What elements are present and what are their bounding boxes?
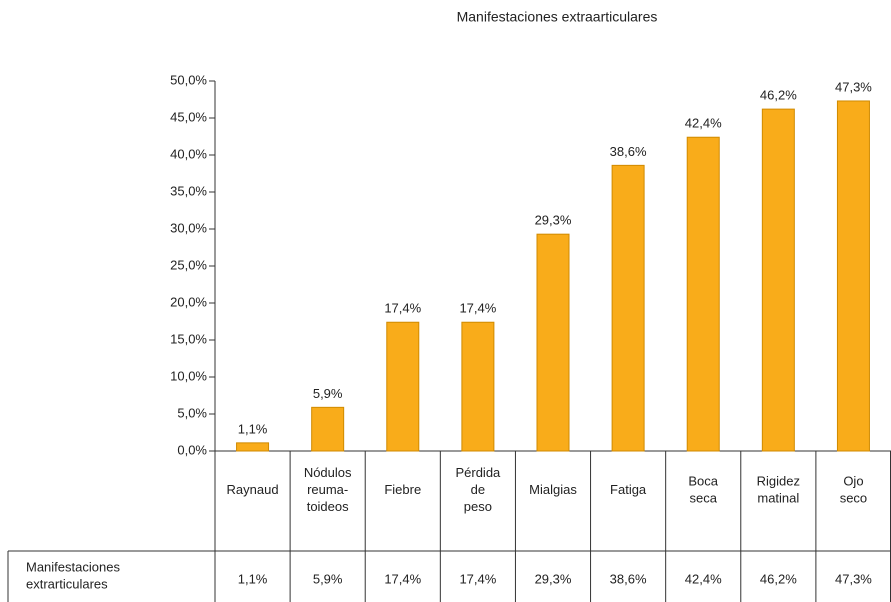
table-row-header: Manifestaciones extrarticulares bbox=[26, 560, 120, 592]
table-cell: 5,9% bbox=[313, 571, 343, 586]
x-tick-label: Nódulos reuma-toideos bbox=[304, 465, 352, 514]
data-label: 46,2% bbox=[760, 88, 797, 103]
x-tick-label: Raynaud bbox=[227, 482, 279, 497]
x-tick-label: Boca seca bbox=[688, 474, 718, 506]
table-cell: 29,3% bbox=[535, 571, 572, 586]
y-tick-label: 50,0% bbox=[170, 72, 207, 87]
y-tick-label: 35,0% bbox=[170, 183, 207, 198]
y-tick-label: 15,0% bbox=[170, 331, 207, 346]
bar bbox=[236, 442, 270, 452]
y-tick-label: 0,0% bbox=[177, 442, 207, 457]
data-label: 17,4% bbox=[384, 301, 421, 316]
data-label: 1,1% bbox=[238, 421, 268, 436]
y-tick-label: 25,0% bbox=[170, 257, 207, 272]
table-cell: 47,3% bbox=[835, 571, 872, 586]
data-label: 5,9% bbox=[313, 386, 343, 401]
bar bbox=[461, 321, 495, 452]
y-tick-label: 30,0% bbox=[170, 220, 207, 235]
y-tick-label: 5,0% bbox=[177, 405, 207, 420]
table-cell: 1,1% bbox=[238, 571, 268, 586]
chart-title: Manifestaciones extraarticulares bbox=[457, 9, 658, 25]
x-tick-label: Fiebre bbox=[384, 482, 421, 497]
x-tick-label: Rigidez matinal bbox=[757, 474, 800, 506]
bar bbox=[686, 136, 720, 452]
table-cell: 17,4% bbox=[459, 571, 496, 586]
x-tick-label: Ojo seco bbox=[840, 474, 867, 506]
bar bbox=[611, 164, 645, 452]
bar bbox=[386, 321, 420, 452]
x-tick-label: Pérdida de peso bbox=[455, 465, 501, 514]
table-cell: 38,6% bbox=[610, 571, 647, 586]
table-cell: 46,2% bbox=[760, 571, 797, 586]
y-tick-label: 45,0% bbox=[170, 109, 207, 124]
data-label: 29,3% bbox=[535, 213, 572, 228]
y-tick-label: 10,0% bbox=[170, 368, 207, 383]
data-label: 17,4% bbox=[459, 301, 496, 316]
table-cell: 42,4% bbox=[685, 571, 722, 586]
bar bbox=[761, 108, 795, 452]
data-label: 38,6% bbox=[610, 144, 647, 159]
data-label: 42,4% bbox=[685, 116, 722, 131]
bar bbox=[311, 406, 345, 452]
table-cell: 17,4% bbox=[384, 571, 421, 586]
y-tick-label: 40,0% bbox=[170, 146, 207, 161]
x-tick-label: Mialgias bbox=[529, 482, 577, 497]
x-tick-label: Fatiga bbox=[610, 482, 647, 497]
bar bbox=[836, 100, 870, 452]
bar bbox=[536, 233, 570, 452]
data-label: 47,3% bbox=[835, 79, 872, 94]
y-tick-label: 20,0% bbox=[170, 294, 207, 309]
